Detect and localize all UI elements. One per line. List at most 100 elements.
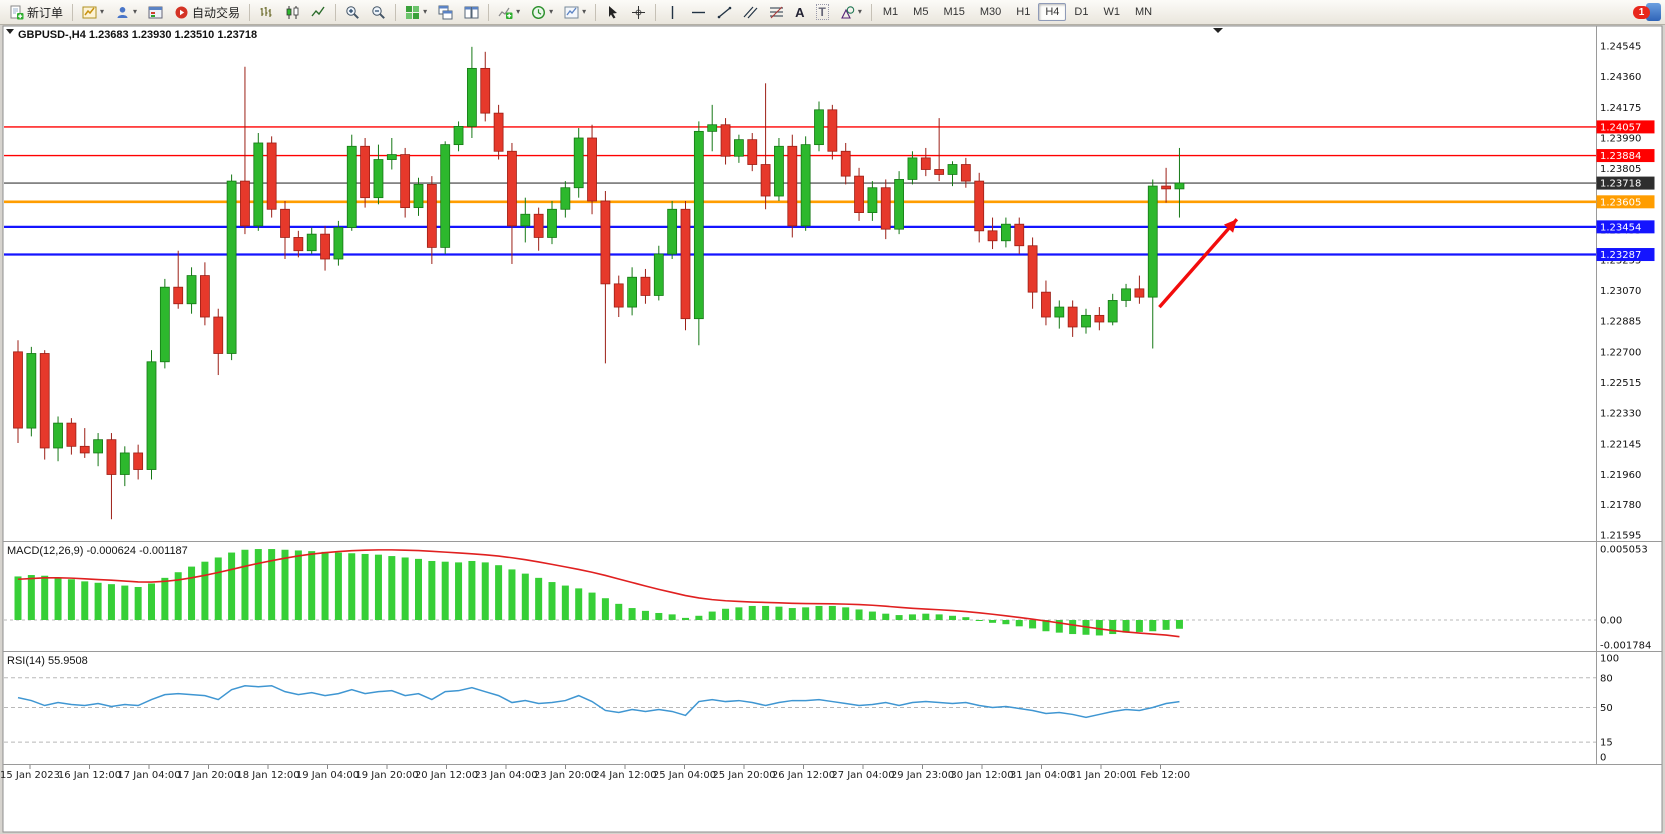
vertical-line-tool-button[interactable] [660,1,685,24]
line-chart-mode-button[interactable] [306,1,331,24]
macd-axis-label: 0.00 [1600,616,1622,627]
macd-histogram-bar [455,562,463,620]
macd-histogram-bar [41,575,49,620]
time-axis-label: 16 Jan 12:00 [58,770,121,781]
time-axis-label: 26 Jan 12:00 [772,770,835,781]
macd-histogram-bar [935,614,943,620]
macd-histogram-bar [708,611,716,620]
cursor-icon [609,5,618,18]
cascade-windows-button[interactable] [433,1,458,24]
toolbar-separator [72,3,74,21]
time-axis-label: 19 Jan 20:00 [355,770,418,781]
trend-arrow[interactable] [1158,218,1239,309]
notification-badge[interactable]: 1 [1633,5,1650,19]
trendline-tool-button[interactable] [712,1,737,24]
zoom-in-button[interactable] [340,1,365,24]
periods-button[interactable]: ▾ [526,1,558,24]
macd-histogram-bar [67,579,75,620]
timeframe-button-m1[interactable]: M1 [882,6,899,18]
time-axis-label: 30 Jan 12:00 [950,770,1013,781]
time-axis-label: 19 Jan 04:00 [296,770,359,781]
macd-histogram-bar [254,549,262,620]
candle [1174,182,1185,190]
price-axis-label: 1.24360 [1600,72,1641,83]
bar-chart-mode-button[interactable] [254,1,279,24]
autotrading-button[interactable]: 自动交易 [169,1,245,24]
candle [1147,185,1158,298]
time-axis-label: 25 Jan 20:00 [712,770,775,781]
candle [306,233,317,252]
templates-button[interactable]: ▾ [559,1,591,24]
candle [600,200,611,285]
time-axis-label: 23 Jan 20:00 [534,770,597,781]
toolbar: 新订单 ▾ ▾ 自动交易 ▾ [0,0,1665,25]
macd-histogram-bar [962,617,970,620]
candle [507,150,517,227]
candle [1014,223,1025,247]
macd-histogram-bar [949,615,956,620]
candle [840,150,851,177]
text-tool-button[interactable]: A [790,1,809,24]
candlestick-series [13,46,1185,520]
candle [1001,223,1011,242]
rsi-axis-label: 15 [1600,738,1613,749]
candle [373,159,384,199]
terminal-button[interactable] [143,1,168,24]
timeframe-button-h4[interactable]: H4 [1038,3,1067,21]
timeframe-button-w1[interactable]: W1 [1103,6,1120,18]
timeframe-button-mn[interactable]: MN [1134,6,1153,18]
label-tool-button[interactable]: T [811,1,834,24]
tile-windows-button[interactable]: ▾ [400,1,432,24]
candle [1094,314,1105,323]
macd-histogram-bar [174,572,182,620]
price-tags: 1.24057 1.23884 1.23718 1.23605 1.23454 1.232… [1596,120,1655,262]
candle [547,208,557,238]
macd-histogram-bar [668,614,676,620]
cursor-button[interactable] [600,1,625,24]
add-indicator-button[interactable]: ▾ [493,1,525,24]
candle [293,237,304,252]
candle [280,208,290,238]
time-axis-label: 31 Jan 20:00 [1069,770,1132,781]
tile-windows-icon [406,5,420,19]
channel-tool-button[interactable] [738,1,763,24]
candle [133,452,144,470]
candle [1067,306,1078,328]
candle [720,124,731,157]
macd-histogram-bar [735,607,743,620]
zoom-out-button[interactable] [366,1,391,24]
profiles-button[interactable]: ▾ [110,1,142,24]
symbol-dropdown-arrow[interactable] [6,29,14,34]
toolbar-separator [655,3,657,21]
candle [1054,306,1065,318]
timeframe-button-h1[interactable]: H1 [1016,6,1031,18]
macd-histogram-bar [107,584,115,620]
timeframe-button-m5[interactable]: M5 [913,6,929,18]
label-tool-label: T [815,4,829,20]
macd-histogram-bar [548,582,556,620]
macd-histogram-bar [401,557,409,620]
fibonacci-tool-button[interactable] [764,1,789,24]
price-tag-label: 1.23884 [1600,151,1641,162]
timeframe-button-m30[interactable]: M30 [979,6,1002,18]
macd-histogram-bar [588,592,596,620]
candlestick-mode-button[interactable] [280,1,305,24]
macd-histogram-bar [695,615,703,620]
new-chart-button[interactable]: ▾ [77,1,109,24]
chart-shift-marker[interactable] [1213,28,1223,33]
macd-histogram-bar [428,560,436,620]
crosshair-button[interactable] [626,1,651,24]
horizontal-line-tool-button[interactable] [686,1,711,24]
tile-vertical-button[interactable] [459,1,484,24]
timeframe-button-m15[interactable]: M15 [943,6,965,18]
horizontal-lines[interactable] [4,126,1596,256]
timeframe-button-d1[interactable]: D1 [1074,6,1089,18]
rsi-axis-label: 80 [1600,673,1613,684]
candle [987,230,998,242]
candle [774,145,784,197]
shapes-tool-button[interactable]: ▾ [835,1,867,24]
new-order-button[interactable]: 新订单 [4,1,68,24]
macd-histogram-bar [842,607,850,620]
clock-icon [532,5,546,19]
